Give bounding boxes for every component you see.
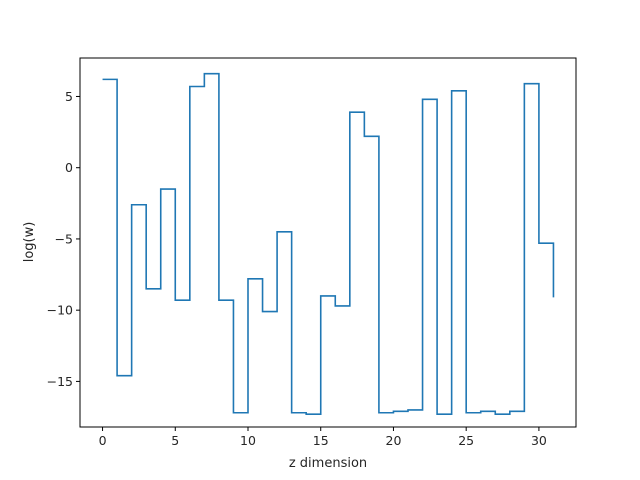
y-tick-label: 5 (65, 89, 73, 104)
y-tick-label: −5 (55, 231, 73, 246)
x-tick-label: 30 (531, 433, 547, 448)
x-axis-label: z dimension (289, 456, 367, 471)
plot-marks (102, 72, 555, 415)
y-tick-label: 0 (65, 160, 73, 175)
plot-frame (79, 57, 577, 428)
y-axis-label: log(w) (22, 222, 37, 263)
series-step-line (102, 72, 555, 415)
x-tick-label: 25 (458, 433, 474, 448)
x-tick-label: 10 (240, 433, 256, 448)
x-tick-label: 20 (386, 433, 402, 448)
y-tick-label: −10 (47, 303, 73, 318)
x-tick-label: 0 (99, 433, 107, 448)
x-tick-label: 5 (171, 433, 179, 448)
y-tick-label: −15 (47, 374, 73, 389)
x-tick-label: 15 (313, 433, 329, 448)
y-axis-ticks: −15 −10 −5 0 5 (47, 89, 80, 389)
x-axis-ticks: 0 5 10 15 20 25 30 (99, 427, 547, 448)
